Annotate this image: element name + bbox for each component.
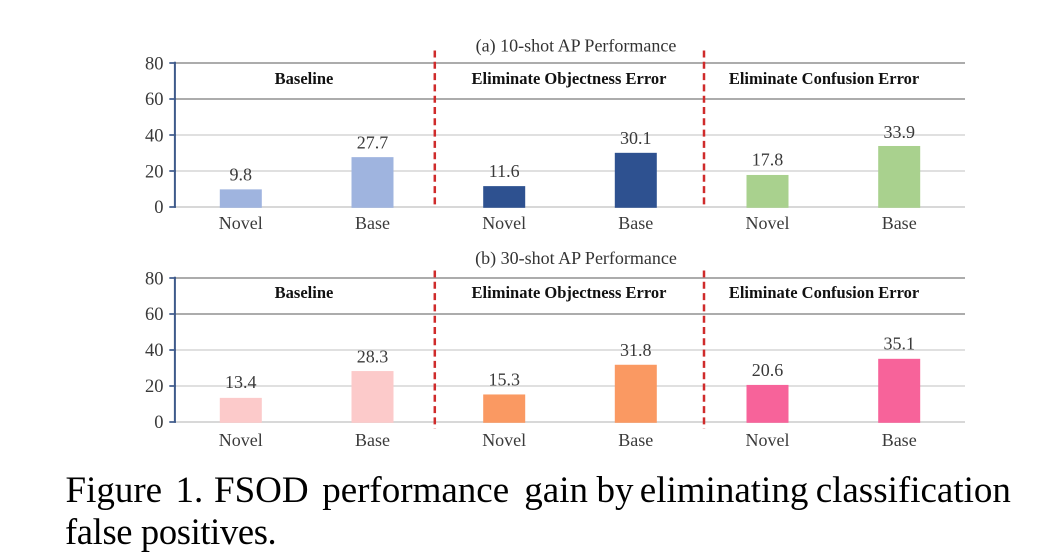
svg-text:Base: Base (355, 213, 390, 233)
svg-text:35.1: 35.1 (883, 334, 915, 354)
svg-text:17.8: 17.8 (752, 150, 784, 170)
svg-text:(a) 10-shot AP Performance: (a) 10-shot AP Performance (476, 35, 677, 56)
svg-text:80: 80 (145, 269, 164, 289)
svg-text:60: 60 (145, 305, 164, 325)
svg-text:Base: Base (618, 213, 653, 233)
svg-text:27.7: 27.7 (357, 133, 389, 153)
svg-text:30.1: 30.1 (620, 128, 652, 148)
svg-text:Eliminate Confusion Error: Eliminate Confusion Error (729, 283, 919, 302)
svg-text:Eliminate Objectness Error: Eliminate Objectness Error (472, 69, 667, 88)
svg-text:Base: Base (882, 213, 917, 233)
svg-text:Novel: Novel (219, 213, 263, 233)
svg-text:Base: Base (355, 430, 390, 450)
svg-text:Novel: Novel (482, 213, 526, 233)
svg-text:Base: Base (618, 430, 653, 450)
svg-text:33.9: 33.9 (883, 122, 915, 142)
svg-text:20: 20 (145, 162, 164, 182)
svg-text:20: 20 (145, 377, 164, 397)
svg-text:20.6: 20.6 (752, 360, 784, 380)
svg-text:Base: Base (882, 430, 917, 450)
svg-text:Eliminate Objectness Error: Eliminate Objectness Error (472, 283, 667, 302)
svg-text:28.3: 28.3 (357, 347, 389, 367)
svg-text:13.4: 13.4 (225, 372, 257, 392)
svg-text:Novel: Novel (219, 430, 263, 450)
svg-text:Eliminate Confusion Error: Eliminate Confusion Error (729, 69, 919, 88)
svg-text:31.8: 31.8 (620, 340, 652, 360)
svg-text:Novel: Novel (482, 430, 526, 450)
svg-text:Novel: Novel (746, 430, 790, 450)
svg-text:40: 40 (145, 126, 164, 146)
svg-text:Baseline: Baseline (275, 69, 334, 88)
svg-text:Baseline: Baseline (275, 283, 334, 302)
svg-text:15.3: 15.3 (488, 369, 520, 389)
svg-text:0: 0 (154, 413, 163, 433)
svg-text:0: 0 (154, 198, 163, 218)
svg-text:Novel: Novel (746, 213, 790, 233)
svg-text:40: 40 (145, 341, 164, 361)
svg-text:9.8: 9.8 (230, 164, 253, 184)
svg-text:80: 80 (145, 54, 164, 74)
svg-text:(b) 30-shot AP Performance: (b) 30-shot AP Performance (475, 248, 677, 269)
svg-text:11.6: 11.6 (489, 161, 520, 181)
svg-text:60: 60 (145, 90, 164, 110)
